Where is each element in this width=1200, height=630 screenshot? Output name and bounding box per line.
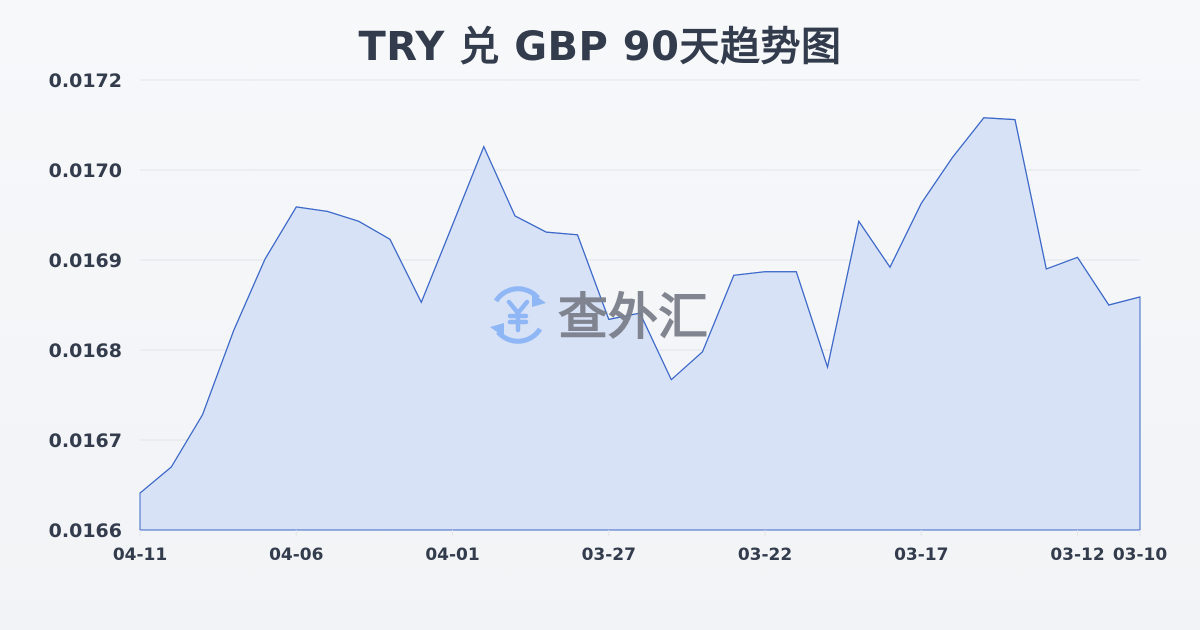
y-tick-label: 0.0170	[49, 160, 122, 182]
x-tick-label: 04-11	[113, 545, 167, 565]
x-tick-label: 03-12	[1050, 545, 1104, 565]
y-tick-label: 0.0167	[49, 430, 122, 452]
y-axis: 0.0166 0.0167 0.0168 0.0169 0.0170 0.0172	[49, 70, 122, 542]
x-tick-label: 04-06	[269, 545, 323, 565]
x-tick-label: 03-22	[738, 545, 792, 565]
x-tick-label: 04-01	[425, 545, 479, 565]
x-tick-label: 03-17	[894, 545, 948, 565]
watermark-text: 查外汇	[558, 288, 708, 346]
chart-title: TRY 兑 GBP 90天趋势图	[358, 24, 842, 70]
y-tick-label: 0.0169	[49, 250, 122, 272]
watermark: 查外汇	[490, 286, 708, 346]
y-tick-label: 0.0168	[49, 340, 122, 362]
y-tick-label: 0.0172	[49, 70, 122, 92]
yuen-exchange-icon	[490, 286, 546, 344]
series-line	[139, 117, 1141, 494]
x-tick-label: 03-27	[582, 545, 636, 565]
x-axis: 04-11 04-06 04-01 03-27 03-22 03-17 03-12 03-10	[113, 530, 1168, 565]
y-tick-label: 0.0166	[49, 520, 122, 542]
x-tick-label: 03-10	[1113, 545, 1168, 565]
